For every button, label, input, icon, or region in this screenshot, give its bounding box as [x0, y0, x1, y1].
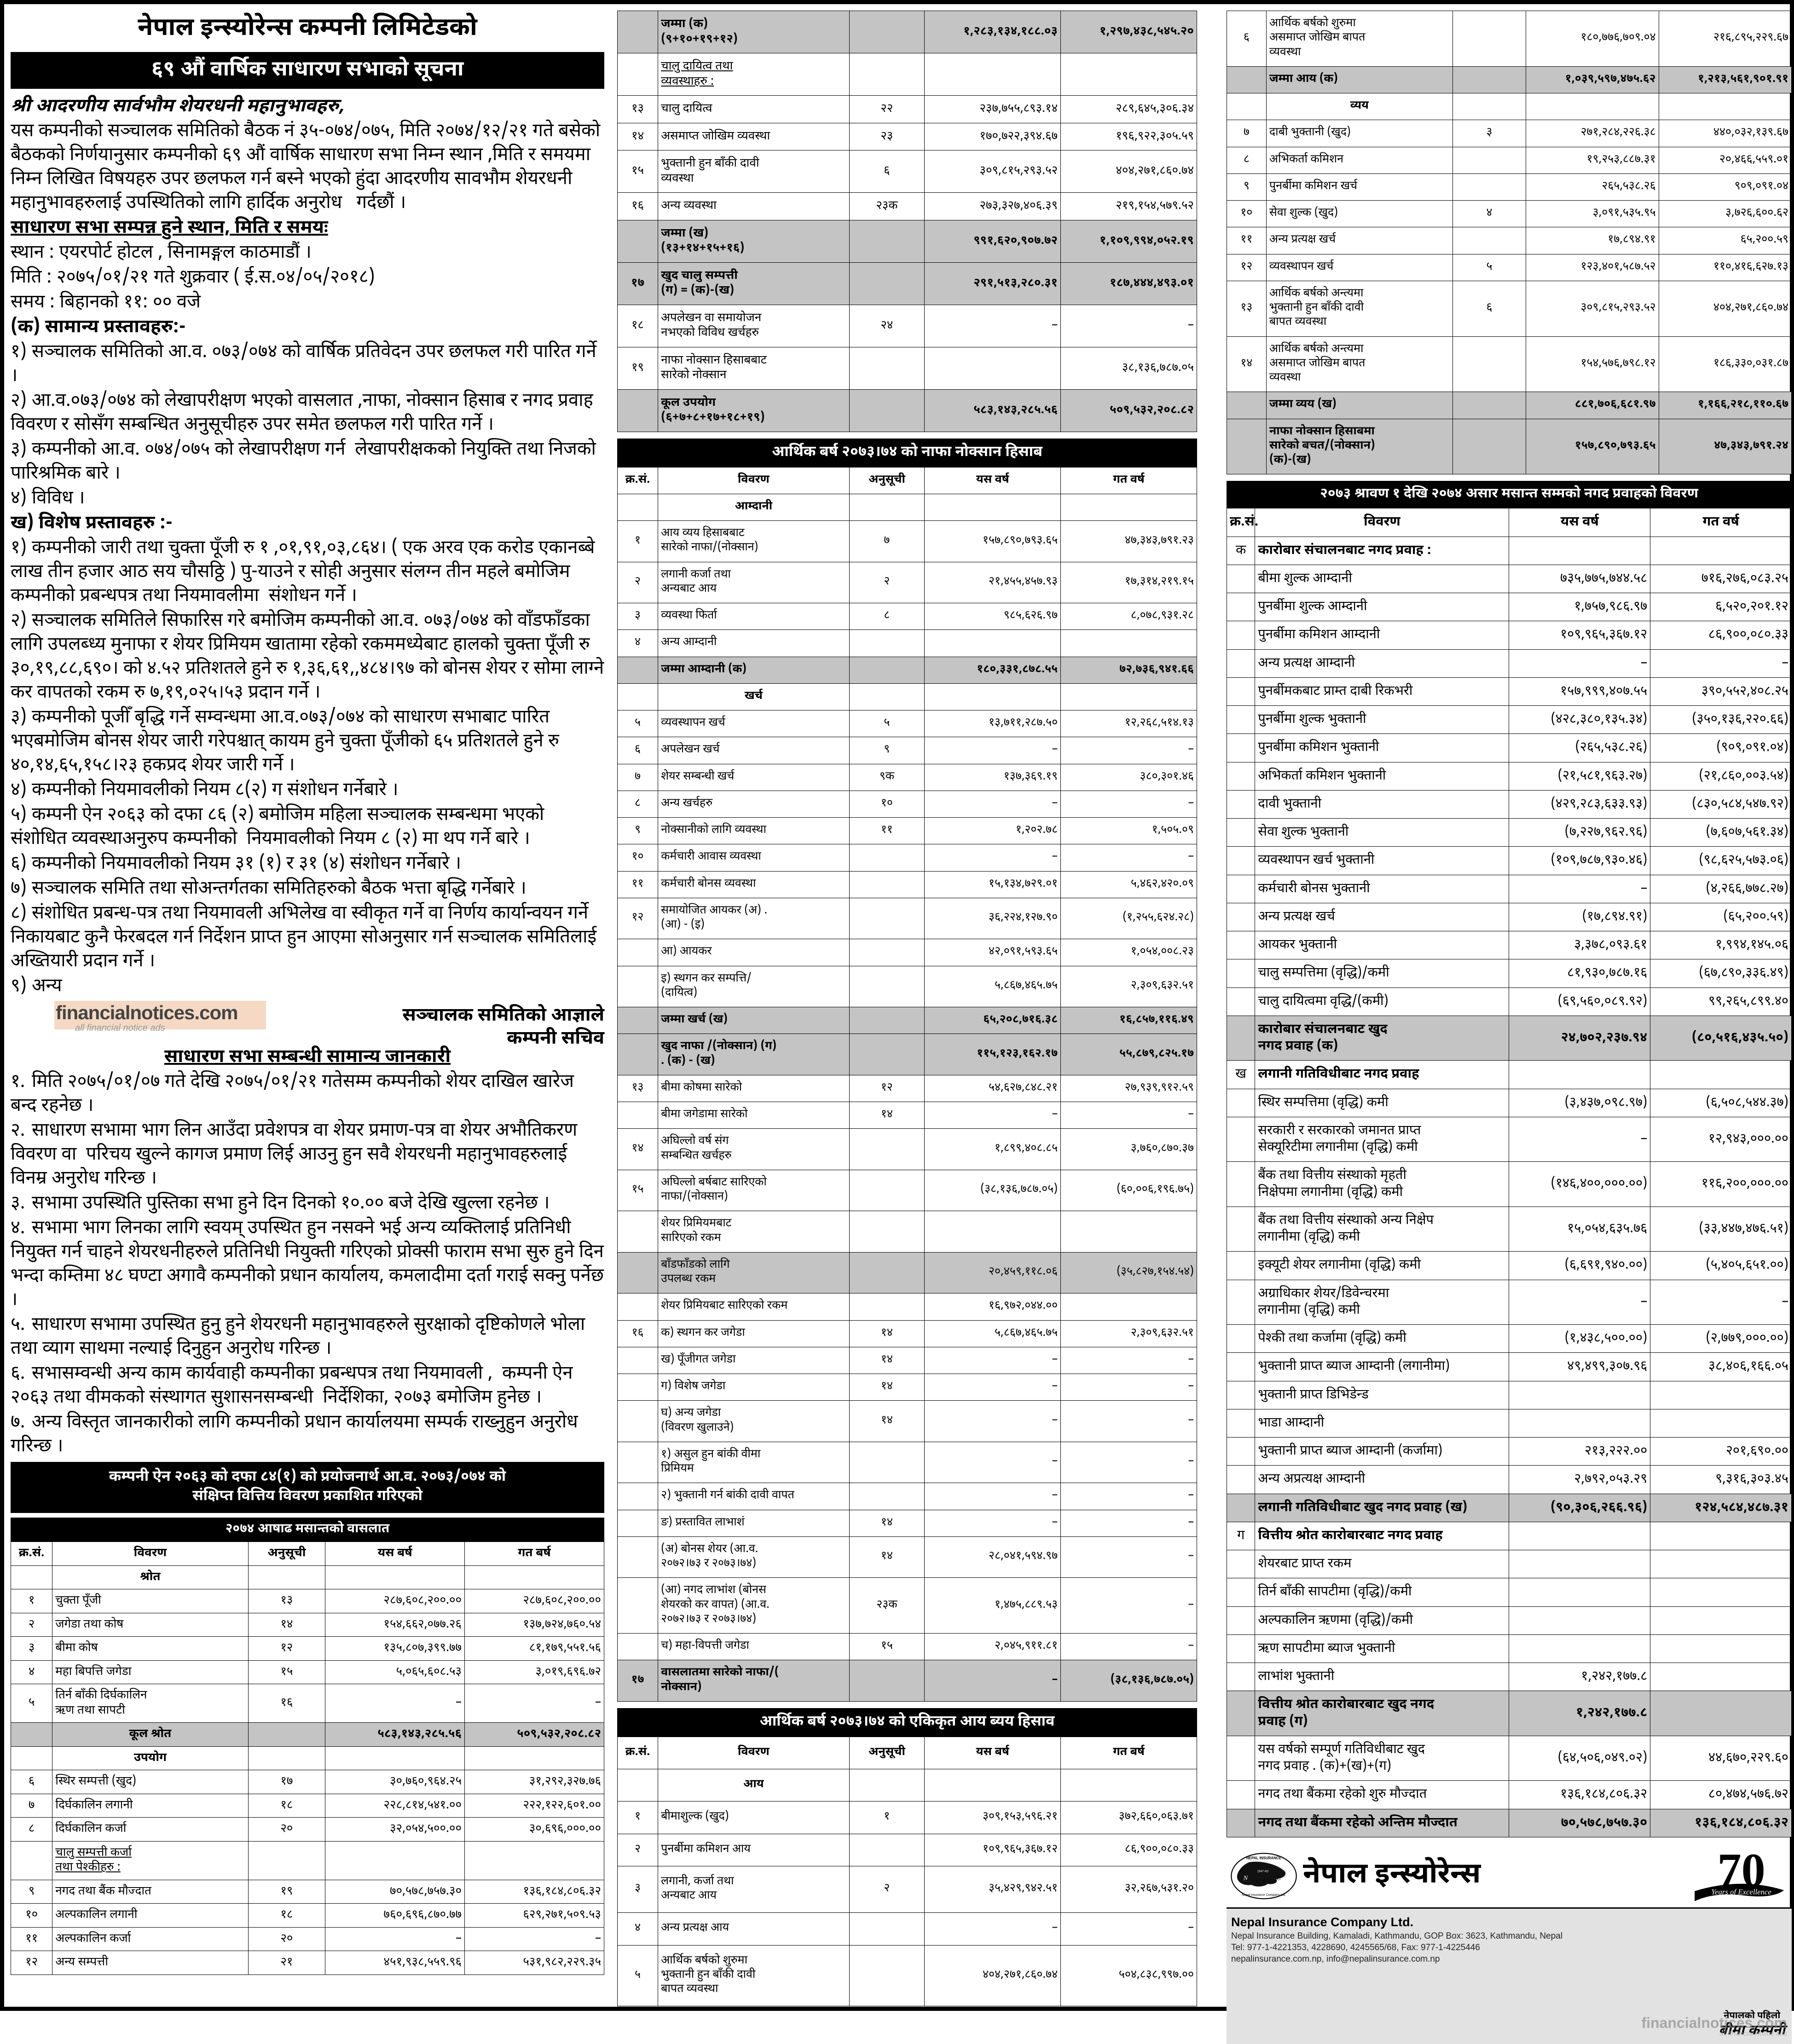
svg-text:N: N: [1243, 1875, 1248, 1882]
svg-text:Nepal Insurance Company Ltd.: Nepal Insurance Company Ltd.: [1242, 1894, 1286, 1897]
svg-text:C: C: [1277, 1875, 1281, 1882]
svg-text:Years of Excellence: Years of Excellence: [1711, 1888, 1771, 1896]
svg-text:1947 AD: 1947 AD: [1257, 1870, 1269, 1873]
svg-text:NEPAL INSURANCE: NEPAL INSURANCE: [1246, 1856, 1282, 1860]
